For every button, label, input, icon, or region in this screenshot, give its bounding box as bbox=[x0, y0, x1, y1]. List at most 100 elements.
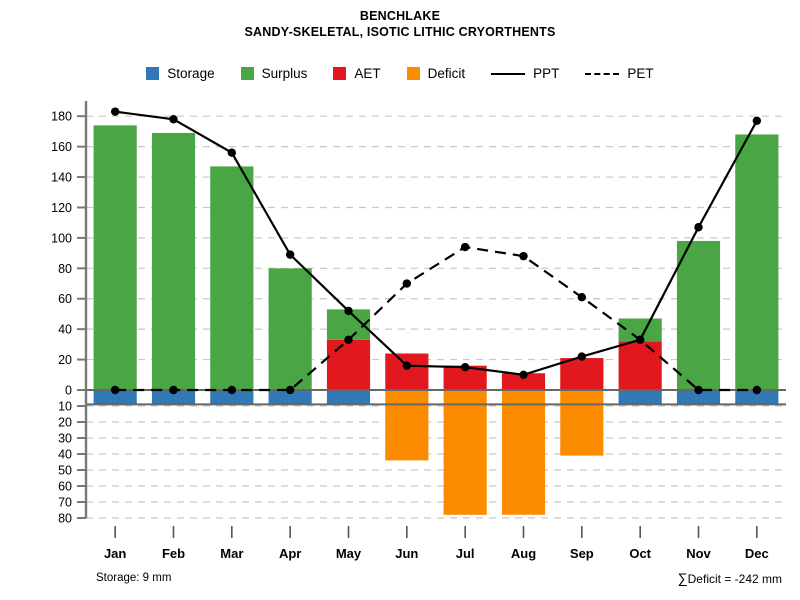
bar-deficit-jul[interactable] bbox=[443, 390, 487, 515]
y-tick-label-up-60: 60 bbox=[58, 292, 72, 306]
point-ppt-apr[interactable] bbox=[285, 250, 295, 259]
sigma-symbol: ∑ bbox=[677, 570, 688, 586]
point-pet-nov[interactable] bbox=[694, 385, 703, 395]
point-pet-aug[interactable] bbox=[519, 251, 528, 261]
point-ppt-mar[interactable] bbox=[227, 148, 237, 157]
bar-surplus-dec[interactable] bbox=[735, 134, 779, 390]
bar-storage-dec[interactable] bbox=[735, 390, 779, 405]
point-ppt-feb[interactable] bbox=[169, 115, 178, 124]
legend-swatch-aet-icon bbox=[333, 67, 347, 80]
x-tick-label-jun: Jun bbox=[395, 546, 418, 561]
bar-storage-may[interactable] bbox=[326, 390, 371, 405]
point-pet-apr[interactable] bbox=[285, 385, 295, 395]
x-tick-label-mar: Mar bbox=[220, 546, 243, 561]
x-tick-label-oct: Oct bbox=[629, 546, 651, 561]
series-line-pet bbox=[115, 245, 757, 392]
point-ppt-nov[interactable] bbox=[694, 223, 703, 232]
legend-label: PPT bbox=[533, 66, 560, 81]
legend-line-pet-icon bbox=[585, 72, 620, 75]
bar-deficit-aug[interactable] bbox=[501, 390, 546, 515]
bar-deficit-jun[interactable] bbox=[385, 390, 429, 461]
y-tick-label-up-100: 100 bbox=[51, 231, 72, 245]
legend-item-ppt[interactable]: PPT bbox=[491, 66, 559, 81]
legend-item-aet[interactable]: AET bbox=[333, 66, 381, 81]
y-tick-label-up-120: 120 bbox=[51, 201, 72, 215]
legend-label: Storage bbox=[167, 66, 215, 81]
y-tick-label-up-20: 20 bbox=[58, 353, 72, 367]
point-ppt-may[interactable] bbox=[344, 306, 353, 316]
bar-surplus-mar[interactable] bbox=[210, 166, 254, 390]
point-pet-jan[interactable] bbox=[110, 385, 120, 395]
point-pet-feb[interactable] bbox=[169, 385, 178, 395]
deficit-summary: ∑Deficit = -242 mm bbox=[678, 570, 782, 586]
point-pet-dec[interactable] bbox=[752, 385, 762, 395]
point-pet-may[interactable] bbox=[344, 335, 353, 345]
point-ppt-oct[interactable] bbox=[635, 335, 645, 345]
point-ppt-dec[interactable] bbox=[752, 116, 762, 125]
y-tick-label-lo-80: 80 bbox=[58, 512, 72, 526]
zero-axis-lines bbox=[86, 389, 786, 406]
point-ppt-jun[interactable] bbox=[402, 361, 412, 370]
point-pet-jun[interactable] bbox=[402, 279, 412, 288]
y-tick-label-up-40: 40 bbox=[58, 323, 72, 337]
bar-storage-feb[interactable] bbox=[151, 390, 196, 405]
legend-label: Deficit bbox=[427, 66, 466, 81]
legend-label: PET bbox=[627, 66, 654, 81]
y-tick-label-up-140: 140 bbox=[51, 171, 72, 185]
x-tick-label-nov: Nov bbox=[686, 546, 711, 561]
bars-layer bbox=[93, 125, 779, 515]
legend-line-ppt-icon bbox=[491, 72, 526, 75]
point-ppt-aug[interactable] bbox=[519, 370, 528, 379]
bar-aet-jun[interactable] bbox=[385, 353, 429, 390]
bar-surplus-nov[interactable] bbox=[676, 240, 721, 390]
point-pet-sep[interactable] bbox=[577, 293, 587, 302]
bar-aet-may[interactable] bbox=[326, 339, 371, 390]
x-tick-label-jul: Jul bbox=[456, 546, 475, 561]
bar-surplus-apr[interactable] bbox=[268, 268, 312, 390]
x-tick-label-jan: Jan bbox=[104, 546, 126, 561]
legend-item-deficit[interactable]: Deficit bbox=[406, 66, 466, 81]
axes-layer: 0 20 40 60 80 100 120 140 160 180 10 20 30 40 50 60 70 80… bbox=[51, 101, 769, 561]
legend-item-pet[interactable]: PET bbox=[585, 66, 654, 81]
bar-storage-nov[interactable] bbox=[676, 390, 721, 405]
legend-item-surplus[interactable]: Surplus bbox=[240, 66, 307, 81]
chart-title: BENCHLAKE SANDY-SKELETAL, ISOTIC LITHIC … bbox=[0, 8, 800, 40]
series-lines-layer bbox=[110, 107, 762, 395]
chart-title-line-1: BENCHLAKE bbox=[359, 9, 441, 23]
y-tick-label-lo-40: 40 bbox=[58, 448, 72, 462]
bar-aet-sep[interactable] bbox=[560, 358, 604, 390]
y-tick-label-lo-10: 10 bbox=[58, 400, 72, 414]
x-tick-label-dec: Dec bbox=[745, 546, 769, 561]
bar-storage-oct[interactable] bbox=[618, 390, 662, 405]
bar-deficit-sep[interactable] bbox=[560, 390, 604, 456]
chart-title-line-2: SANDY-SKELETAL, ISOTIC LITHIC CRYORTHENT… bbox=[244, 25, 556, 39]
legend-swatch-surplus-icon bbox=[240, 67, 254, 80]
y-tick-label-up-80: 80 bbox=[58, 262, 72, 276]
bar-storage-jan[interactable] bbox=[93, 390, 137, 405]
point-ppt-sep[interactable] bbox=[577, 352, 587, 361]
point-ppt-jul[interactable] bbox=[460, 362, 470, 372]
bar-aet-oct[interactable] bbox=[618, 341, 662, 390]
x-tick-label-aug: Aug bbox=[511, 546, 536, 561]
point-ppt-jan[interactable] bbox=[110, 107, 120, 116]
point-pet-mar[interactable] bbox=[227, 385, 237, 395]
y-tick-label-lo-30: 30 bbox=[58, 432, 72, 446]
legend-item-storage[interactable]: Storage bbox=[146, 66, 215, 81]
chart-legend: Storage Surplus AET Deficit PPT PET bbox=[0, 66, 800, 81]
bar-surplus-oct[interactable] bbox=[618, 318, 662, 342]
bar-aet-aug[interactable] bbox=[501, 373, 546, 390]
x-tick-label-may: May bbox=[336, 546, 362, 561]
deficit-summary-text: Deficit = -242 mm bbox=[687, 572, 782, 586]
x-tick-label-sep: Sep bbox=[570, 546, 594, 561]
series-line-ppt bbox=[115, 110, 758, 376]
bar-surplus-jan[interactable] bbox=[93, 125, 137, 390]
legend-swatch-storage-icon bbox=[146, 67, 160, 80]
bar-surplus-feb[interactable] bbox=[151, 132, 196, 390]
y-tick-label-up-0: 0 bbox=[65, 384, 72, 398]
y-tick-label-up-180: 180 bbox=[51, 110, 72, 124]
bar-storage-apr[interactable] bbox=[268, 390, 312, 405]
bar-storage-mar[interactable] bbox=[210, 390, 254, 405]
point-pet-jul[interactable] bbox=[460, 242, 470, 252]
